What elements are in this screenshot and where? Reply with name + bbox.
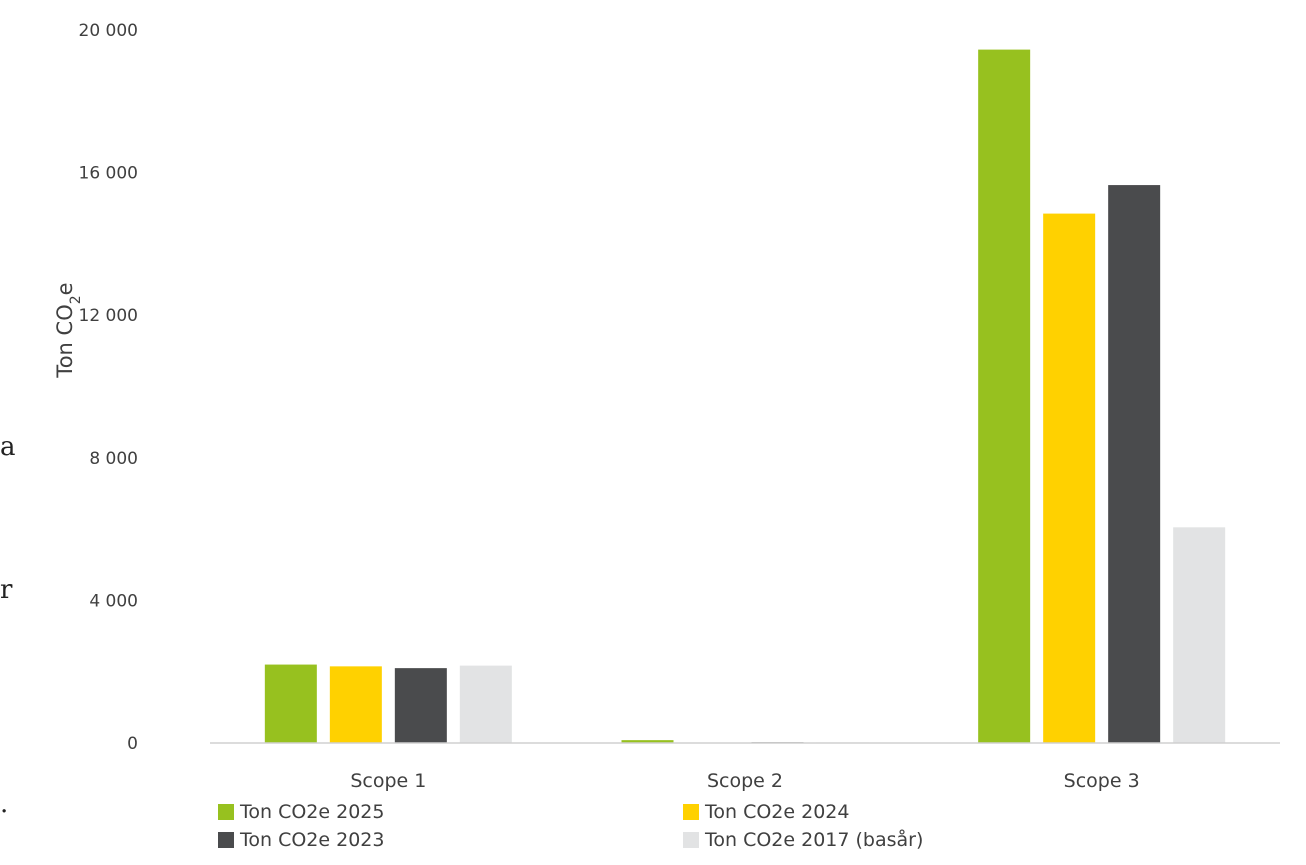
- y-axis-label-subscript: 2: [68, 295, 84, 304]
- x-axis-category-label: Scope 2: [707, 770, 783, 792]
- y-tick-label: 12 000: [79, 306, 138, 326]
- y-tick-label: 8 000: [89, 449, 138, 469]
- legend-swatch: [683, 832, 699, 848]
- bar: [1043, 213, 1096, 743]
- legend-entry-label: Ton CO2e 2023: [239, 829, 384, 851]
- y-axis-ticks: 0 4 000 8 000 12 000 16 000 20 000: [79, 21, 138, 754]
- y-tick-label: 20 000: [79, 21, 138, 41]
- y-axis-label: Ton CO2e: [53, 282, 84, 378]
- bar: [459, 665, 512, 743]
- y-tick-label: 0: [127, 734, 138, 754]
- bar: [264, 664, 317, 743]
- y-axis-label-main: Ton CO: [53, 304, 77, 378]
- bar: [329, 666, 382, 743]
- legend-swatch: [683, 804, 699, 820]
- x-axis-category-labels: Scope 1 Scope 2 Scope 3: [350, 770, 1139, 792]
- legend: Ton CO2e 2025 Ton CO2e 2024 Ton CO2e 2023 T…: [218, 801, 923, 851]
- x-axis-category-label: Scope 3: [1064, 770, 1140, 792]
- left-margin-fragment: r: [0, 575, 13, 605]
- legend-entry-label: Ton CO2e 2024: [704, 801, 849, 823]
- legend-swatch: [218, 832, 234, 848]
- legend-entry-label: Ton CO2e 2017 (basår): [704, 828, 923, 851]
- x-axis-category-label: Scope 1: [350, 770, 426, 792]
- legend-entry-label: Ton CO2e 2025: [239, 801, 384, 823]
- y-axis-label-suffix: e: [53, 282, 77, 295]
- left-margin-fragment: a: [0, 432, 16, 462]
- y-tick-label: 16 000: [79, 164, 138, 184]
- legend-swatch: [218, 804, 234, 820]
- bar: [1108, 185, 1161, 743]
- bar: [1173, 527, 1226, 743]
- left-margin-fragment: .: [0, 789, 8, 819]
- y-tick-label: 4 000: [89, 591, 138, 611]
- bar: [394, 668, 447, 743]
- bars: [264, 49, 1226, 744]
- bar: [621, 740, 674, 743]
- bar: [978, 49, 1031, 744]
